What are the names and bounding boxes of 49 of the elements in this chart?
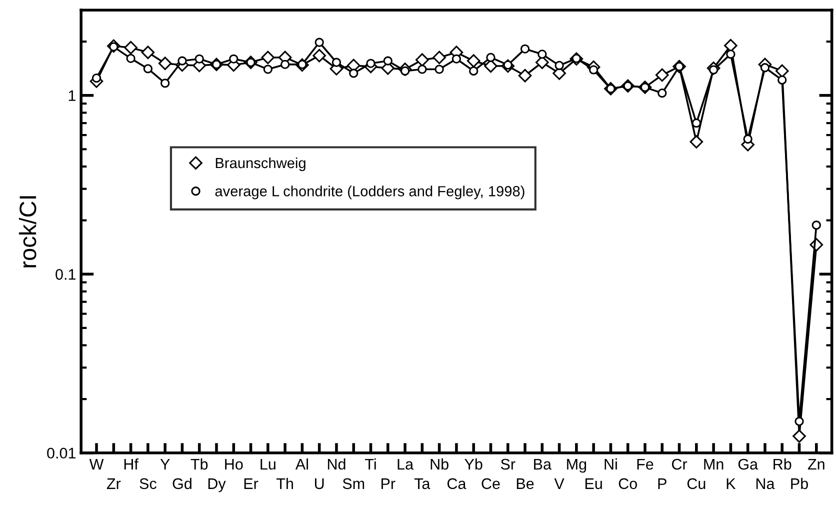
x-tick-label: Er <box>244 478 258 489</box>
legend-label: average L chondrite (Lodders and Fegley, 1998) <box>215 186 524 200</box>
x-tick-label: Ho <box>225 458 243 470</box>
x-tick-label: Tb <box>190 458 208 470</box>
x-tick-label: K <box>726 478 736 489</box>
legend-label: Braunschweig <box>216 157 306 172</box>
x-tick-label: Ba <box>534 458 552 470</box>
x-tick-label: Eu <box>585 478 602 490</box>
x-tick-label: Pb <box>791 478 808 490</box>
x-tick-label: Rb <box>774 458 792 470</box>
x-tick-label: Y <box>160 458 170 470</box>
x-tick-label: Co <box>618 478 637 490</box>
x-tick-label: Cu <box>687 478 706 490</box>
x-tick-label: Mn <box>704 458 724 470</box>
y-tick-label: 0.1 <box>56 269 76 280</box>
x-tick-label: U <box>315 478 324 490</box>
x-tick-label: Nd <box>328 458 346 470</box>
x-tick-label: Be <box>516 478 534 490</box>
x-tick-label: Cr <box>672 458 688 470</box>
x-tick-label: Dy <box>208 478 226 492</box>
x-tick-label: Ta <box>414 478 430 490</box>
y-tick-label: 1 <box>68 90 76 101</box>
x-tick-label: Zr <box>106 478 121 489</box>
x-tick-label: Ca <box>447 478 466 490</box>
x-tick-label: Sm <box>342 478 364 490</box>
y-tick-label: 0.01 <box>47 448 76 459</box>
x-tick-label: Gd <box>172 478 192 490</box>
x-tick-label: Na <box>756 478 775 490</box>
x-tick-label: Yb <box>464 458 482 470</box>
x-tick-label: Fe <box>637 458 654 470</box>
y-axis-title: rock/CI <box>18 196 36 268</box>
x-tick-label: Ga <box>738 458 758 470</box>
x-tick-label: Ni <box>604 458 617 470</box>
x-tick-label: Ti <box>365 458 376 470</box>
x-tick-label: Mg <box>567 458 586 473</box>
x-tick-label: Zn <box>808 458 824 470</box>
x-tick-label: V <box>554 478 564 489</box>
x-tick-label: Nb <box>430 458 448 470</box>
x-tick-label: Sc <box>140 478 156 490</box>
x-tick-label: Sr <box>500 458 516 470</box>
x-tick-label: Al <box>295 458 308 470</box>
x-tick-label: Ce <box>482 478 500 490</box>
x-tick-label: La <box>398 458 414 470</box>
x-tick-label: P <box>658 478 666 489</box>
x-tick-label: Lu <box>260 458 276 470</box>
x-tick-label: Hf <box>124 458 138 470</box>
x-tick-label: Pr <box>382 478 396 489</box>
x-tick-label: Th <box>276 478 293 489</box>
x-tick-label: W <box>89 458 104 470</box>
